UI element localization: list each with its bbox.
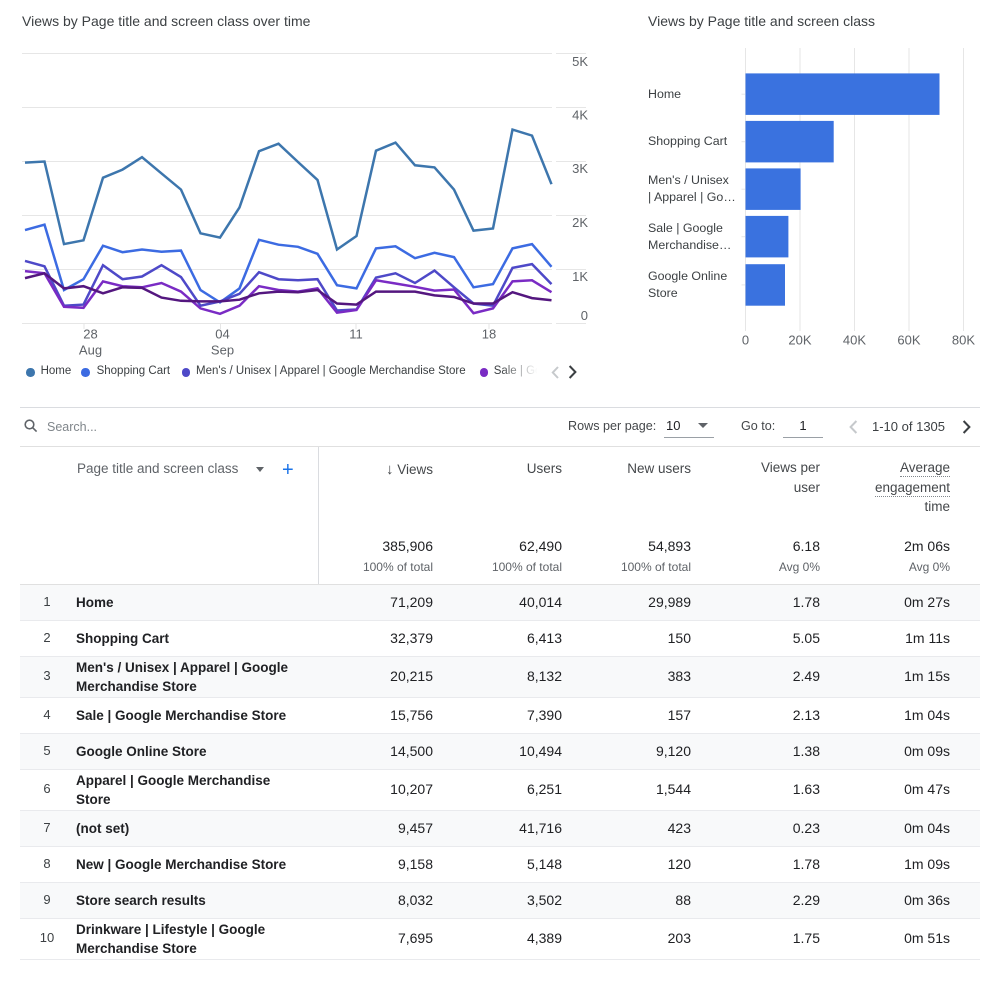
svg-text:Aug: Aug (79, 343, 102, 358)
svg-text:04: 04 (215, 327, 229, 342)
svg-text:60K: 60K (897, 333, 920, 348)
svg-text:0: 0 (742, 333, 749, 348)
svg-text:Sep: Sep (211, 343, 234, 358)
svg-text:0: 0 (581, 308, 588, 323)
svg-text:20K: 20K (788, 333, 811, 348)
svg-text:5K: 5K (572, 54, 588, 69)
svg-text:3K: 3K (572, 161, 588, 176)
svg-text:18: 18 (482, 327, 496, 342)
svg-text:11: 11 (349, 327, 363, 342)
svg-text:4K: 4K (572, 108, 588, 123)
svg-text:80K: 80K (952, 333, 975, 348)
svg-text:1K: 1K (572, 269, 588, 284)
svg-text:2K: 2K (572, 215, 588, 230)
svg-text:40K: 40K (843, 333, 866, 348)
svg-text:28: 28 (83, 327, 97, 342)
